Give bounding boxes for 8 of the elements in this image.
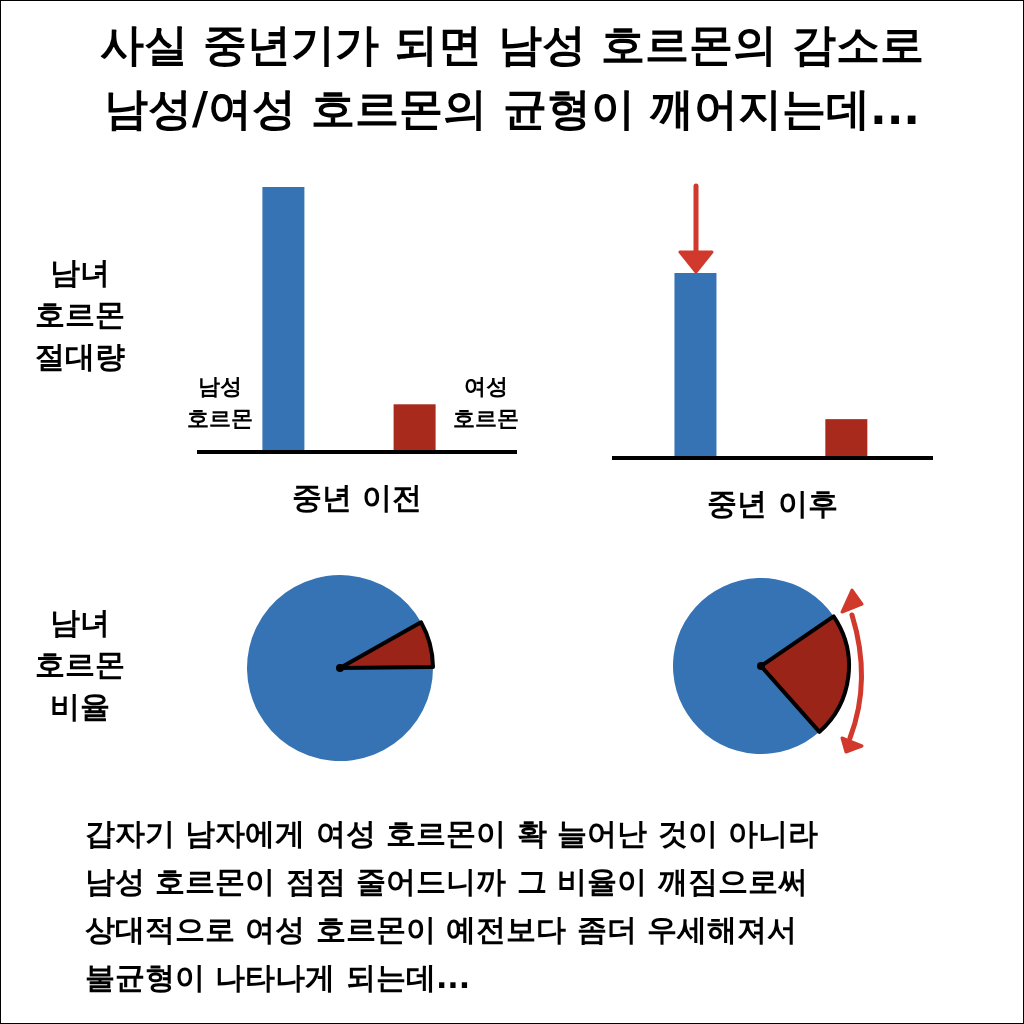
x-tick-label: 여성 호르몬 [452,374,519,431]
x-tick-label: 남성 호르몬 [187,374,254,431]
text: 남녀 호르몬 비율 [35,605,125,724]
x-axis-title: 중년 이전 [291,480,423,515]
text: 갑자기 남자에게 여성 호르몬이 확 늘어난 것이 아니라 남성 호르몬이 점점 줄어드니까 그 비율이 깨짐으로써 상대적으로 여성 호르몬이 예전보다 좀더 우세해져서 불균형이 나타나게 되는데... [85,816,819,995]
text: 남녀 호르몬 절대량 [35,255,125,374]
chart-title: 사실 중년기가 되면 남성 호르몬의 감소로 남성/여성 호르몬의 균형이 깨어지는데... [99,19,925,134]
x-axis-title: 중년 이후 [707,486,838,521]
